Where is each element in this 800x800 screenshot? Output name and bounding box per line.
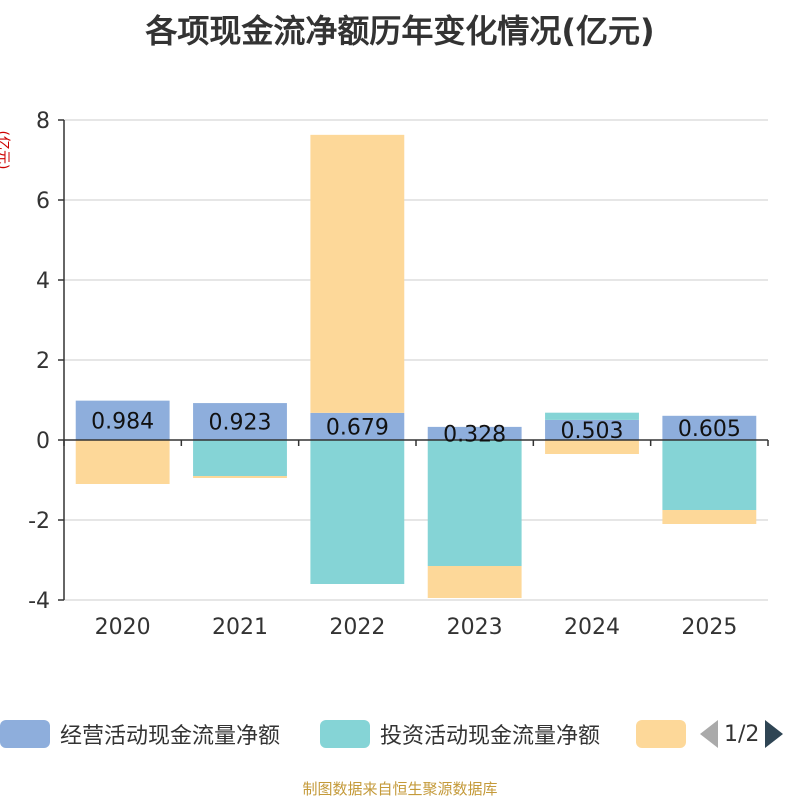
prev-page-icon[interactable] [700,720,718,748]
y-tick-label: 6 [36,189,50,214]
data-source-note: 制图数据来自恒生聚源数据库 [302,780,498,798]
data-label: 0.984 [91,409,154,434]
y-tick-label: 4 [36,269,50,294]
x-tick-label: 2025 [681,615,737,640]
bar-operating-2025 [662,415,757,440]
data-label: 0.923 [209,411,272,436]
bar-financing-2022 [310,134,405,413]
y-tick-label: 2 [36,349,50,374]
x-tick-label: 2021 [212,615,268,640]
chart-canvas: -4 -2 0 2 4 6 8 0.984 0.923 0.679 0.328 0.503 0.605 2… [28,109,769,640]
chart-title: 各项现金流净额历年变化情况(亿元) [145,12,655,50]
y-tick-label: 0 [36,429,50,454]
next-page-icon[interactable] [765,720,784,748]
legend: 经营活动现金流量净额 投资活动现金流量净额 [0,716,800,756]
data-label: 0.503 [561,419,624,444]
bar-investing-2023 [427,440,522,566]
legend-label-investing: 投资活动现金流量净额 [380,724,601,749]
bar-investing-2024 [545,412,639,420]
bar-investing-2022 [310,440,405,584]
legend-label-operating: 经营活动现金流量净额 [60,724,281,749]
x-tick-label: 2020 [95,615,151,640]
x-tick-label: 2024 [564,615,620,640]
legend-item-operating[interactable]: 经营活动现金流量净额 [0,716,280,752]
x-tick-label: 2022 [329,615,385,640]
legend-item-investing[interactable]: 投资活动现金流量净额 [320,716,600,752]
y-tick-label: -2 [28,509,50,534]
bar-operating-2023 [427,426,522,440]
bar-investing-2025 [662,440,757,510]
legend-item-financing[interactable] [636,716,686,752]
bar-investing-2021 [193,440,287,476]
bar-operating-2022 [310,412,405,440]
data-label: 0.328 [443,422,506,447]
y-tick-label: 8 [36,109,50,134]
bar-financing-2025 [662,510,757,524]
data-label: 0.605 [678,417,741,442]
legend-swatch-operating [0,720,50,748]
data-label: 0.679 [326,415,389,440]
bar-financing-2020 [75,440,170,484]
bar-financing-2021 [193,476,287,478]
x-tick-label: 2023 [447,615,503,640]
legend-pager: 1/2 [700,720,784,748]
bar-operating-2020 [75,400,170,440]
bar-operating-2021 [193,403,287,440]
legend-swatch-financing [636,720,686,748]
legend-swatch-investing [320,720,370,748]
bar-financing-2023 [427,566,522,598]
legend-page-indicator: 1/2 [724,721,760,747]
bar-operating-2024 [545,419,639,440]
y-tick-label: -4 [28,589,50,614]
bar-financing-2024 [545,440,639,454]
